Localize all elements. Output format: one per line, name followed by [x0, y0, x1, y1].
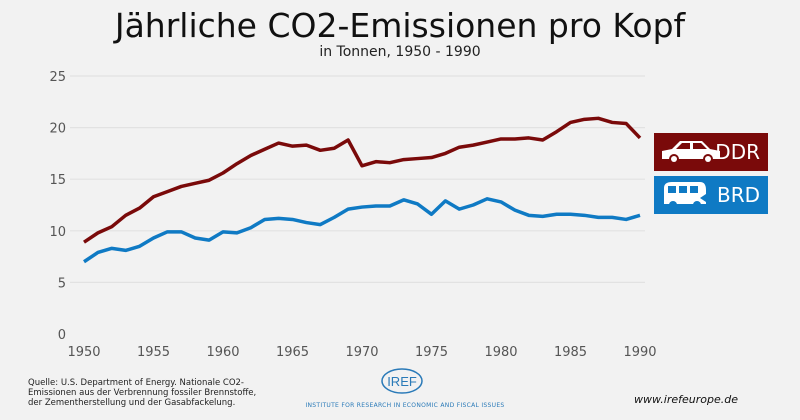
legend-brd: BRD [654, 176, 768, 214]
y-tick-label: 5 [58, 276, 66, 291]
y-tick-label: 25 [49, 70, 66, 85]
y-tick-label: 10 [49, 225, 66, 240]
source-note: Quelle: U.S. Department of Energy. Natio… [28, 378, 257, 408]
x-tick-label: 1965 [276, 345, 309, 360]
x-tick-label: 1975 [415, 345, 448, 360]
van-icon [664, 182, 706, 209]
y-tick-label: 15 [49, 173, 66, 188]
legend-ddr: DDR [654, 133, 768, 171]
car-icon [662, 141, 720, 164]
iref-logo: IREF [381, 368, 423, 394]
chart-title: Jährliche CO2-Emissionen pro Kopf [114, 6, 686, 45]
x-tick-label: 1960 [206, 345, 239, 360]
legend-label: DDR [715, 140, 760, 164]
x-tick-label: 1950 [67, 345, 100, 360]
chart-subtitle: in Tonnen, 1950 - 1990 [319, 44, 481, 60]
x-tick-label: 1955 [137, 345, 170, 360]
y-tick-label: 20 [49, 122, 66, 137]
y-tick-label: 0 [58, 328, 66, 343]
legend-label: BRD [716, 183, 760, 207]
series-line-brd [83, 197, 641, 264]
institute-name: INSTITUTE FOR RESEARCH IN ECONOMIC AND F… [305, 402, 505, 409]
series-line-ddr [83, 116, 642, 244]
x-tick-label: 1970 [345, 345, 378, 360]
x-tick-label: 1980 [484, 345, 517, 360]
website-link[interactable]: www.irefeurope.de [634, 393, 738, 406]
x-tick-label: 1985 [554, 345, 587, 360]
x-tick-label: 1990 [623, 345, 656, 360]
svg-text:IREF: IREF [387, 374, 417, 389]
